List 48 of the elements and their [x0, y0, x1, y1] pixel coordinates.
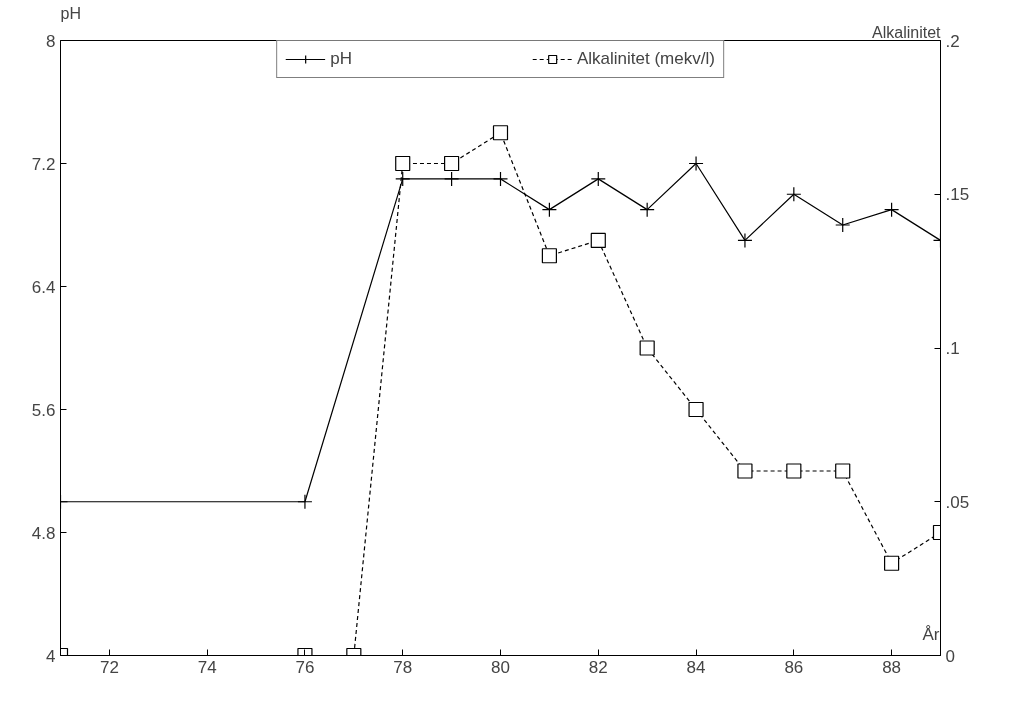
- x-tick-label: 76: [295, 657, 315, 677]
- x-tick-label: 80: [491, 657, 510, 677]
- legend-label: Alkalinitet (mekv/l): [576, 49, 715, 69]
- point: [541, 202, 557, 218]
- point: [835, 463, 851, 479]
- point: [395, 171, 411, 187]
- point: [688, 401, 704, 418]
- x-tick-label: 78: [393, 657, 413, 677]
- x-tick-label: 82: [588, 657, 608, 677]
- y-tick-label: 4: [46, 646, 56, 666]
- x-axis-title: År: [922, 624, 940, 644]
- point: [590, 171, 606, 187]
- point: [492, 125, 509, 141]
- point: [492, 171, 509, 187]
- y-tick-label: 4.8: [31, 523, 56, 543]
- y2-axis-title: Alkalinitet: [872, 23, 942, 41]
- y2-tick-label: .05: [945, 492, 970, 512]
- x-tick-label: 72: [99, 657, 119, 677]
- y-tick-label: 8: [46, 31, 56, 51]
- y2-tick-label: .1: [945, 339, 960, 358]
- point: [786, 186, 802, 202]
- point: [786, 463, 802, 479]
- y-tick-label: 5.6: [31, 400, 56, 420]
- point: [737, 463, 753, 479]
- x-tick-label: 74: [197, 657, 217, 677]
- point: [444, 171, 460, 187]
- point: [737, 232, 753, 248]
- point: [884, 202, 900, 218]
- point: [835, 217, 851, 233]
- y2-tick-label: .2: [945, 31, 960, 51]
- legend-label: pH: [330, 49, 352, 69]
- point: [297, 494, 313, 510]
- point: [541, 248, 557, 264]
- y2-tick-label: 0: [945, 646, 955, 666]
- y-tick-label: 7.2: [31, 154, 56, 174]
- x-tick-label: 84: [686, 657, 706, 677]
- y-tick-label: 6.4: [31, 277, 56, 297]
- point: [395, 155, 411, 172]
- point: [444, 155, 460, 172]
- point: [590, 232, 606, 248]
- x-tick-label: 86: [784, 657, 804, 677]
- point: [688, 155, 704, 172]
- point: [639, 340, 655, 356]
- y2-tick-label: .15: [945, 185, 970, 205]
- x-tick-label: 88: [882, 657, 902, 677]
- y-axis-title: pH: [60, 4, 81, 22]
- point: [639, 202, 655, 218]
- point: [884, 555, 900, 571]
